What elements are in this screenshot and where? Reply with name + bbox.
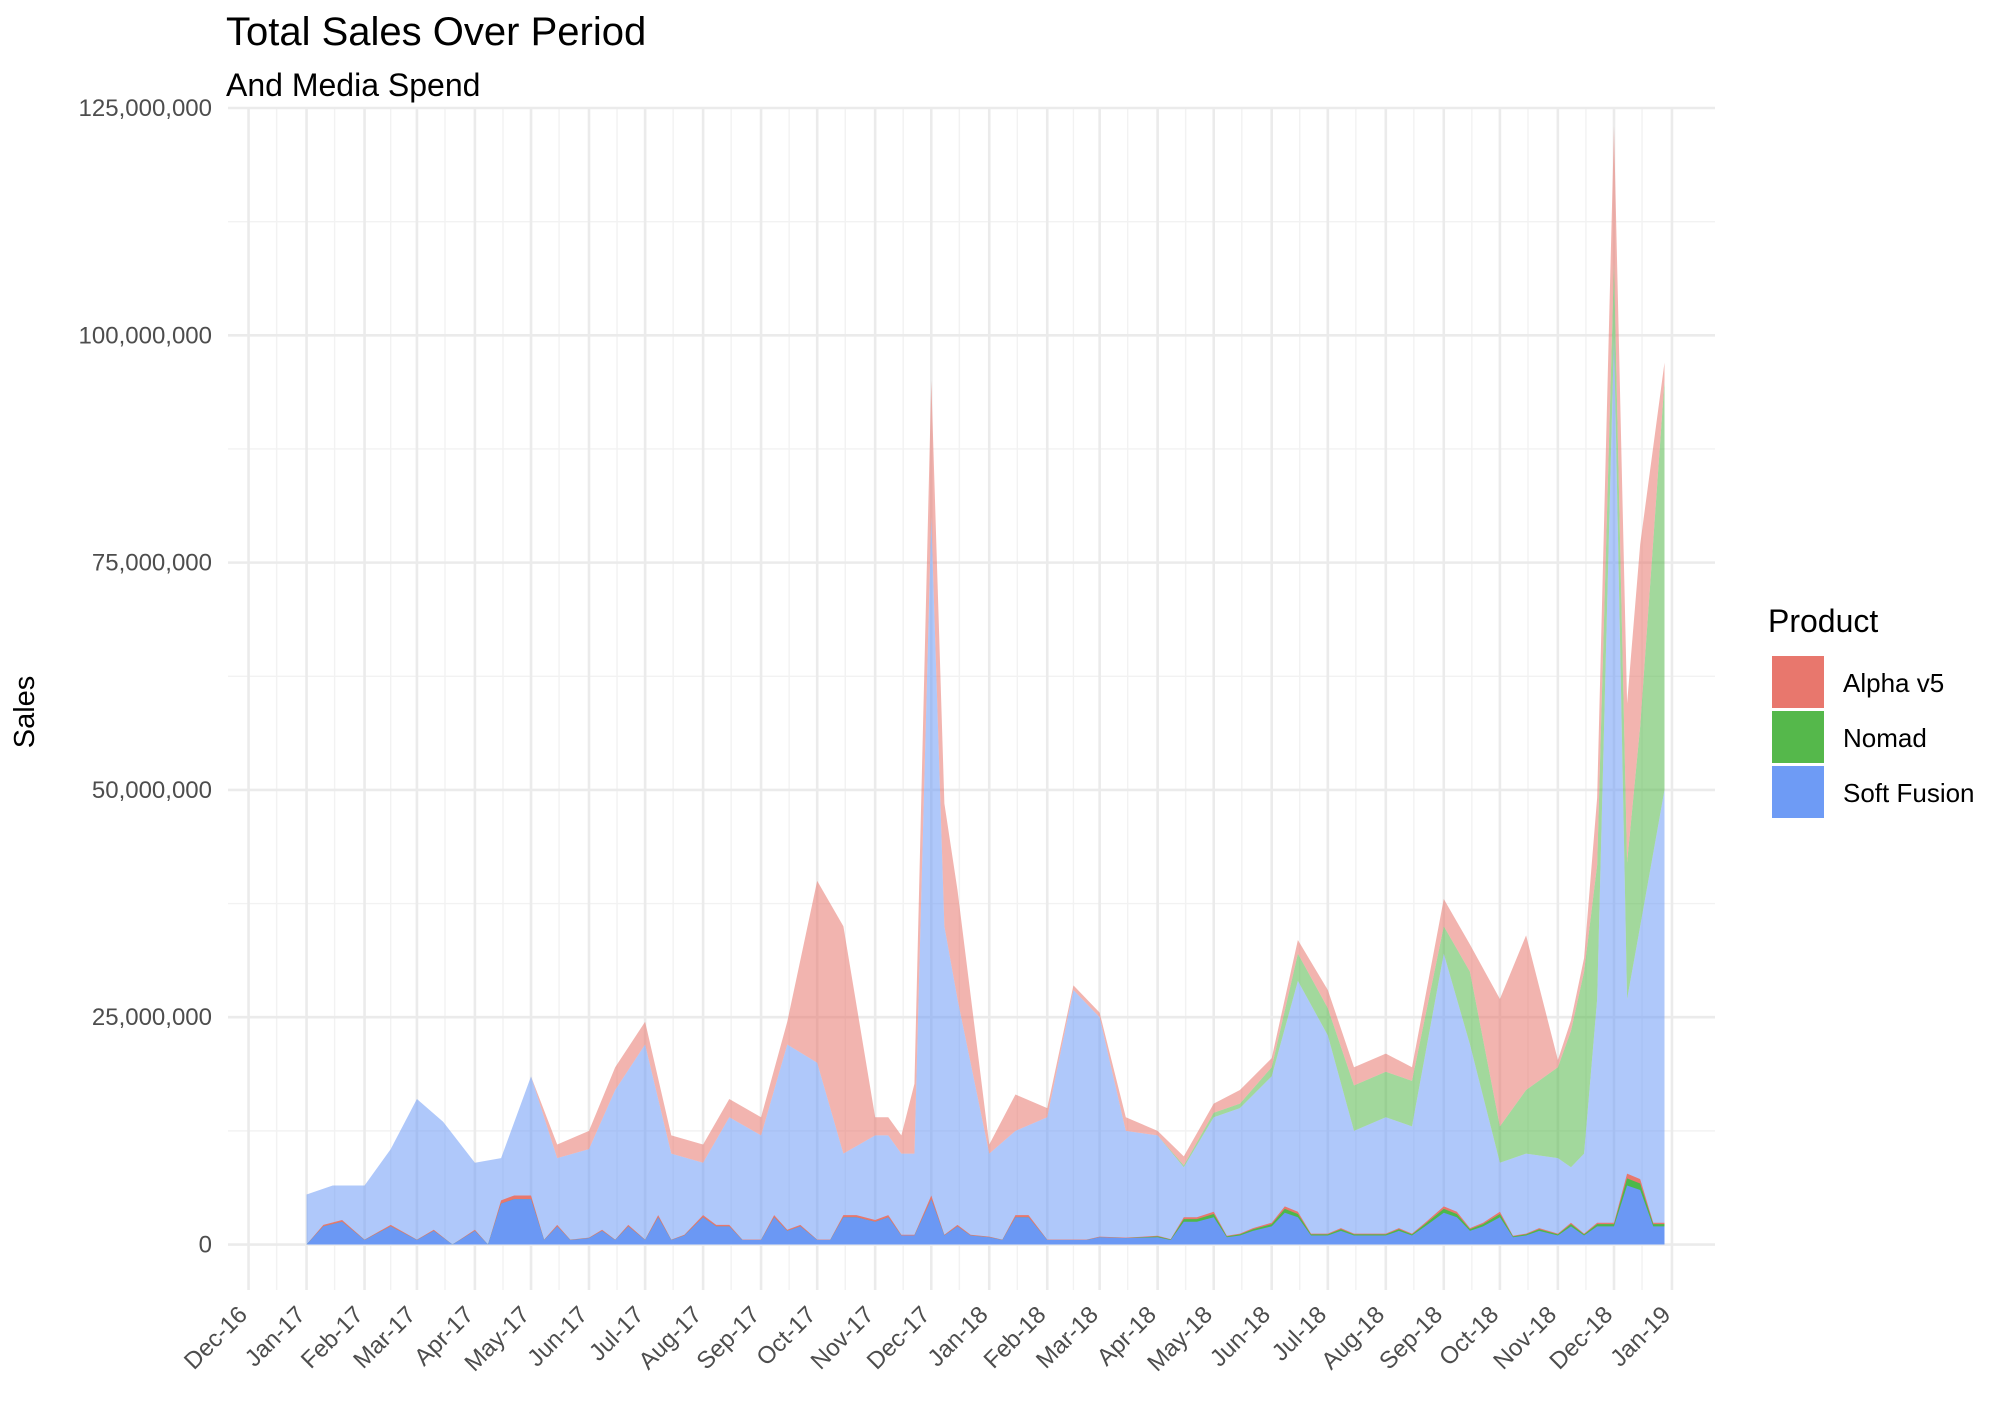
x-tick-label: Nov-17	[806, 1301, 880, 1375]
x-tick-label: Sep-18	[1374, 1301, 1448, 1375]
legend-title: Product	[1768, 603, 1878, 639]
x-axis-ticks: Dec-16Jan-17Feb-17Mar-17Apr-17May-17Jun-…	[179, 1301, 1676, 1377]
area-nomad	[306, 262, 1665, 1195]
x-tick-label: Aug-18	[1316, 1301, 1390, 1375]
y-tick-label: 75,000,000	[92, 550, 212, 577]
chart-title: Total Sales Over Period	[226, 10, 646, 54]
x-tick-label: Sep-17	[692, 1301, 766, 1375]
area-alpha-v5	[306, 126, 1665, 1195]
legend-label-alpha-v5: Alpha v5	[1843, 668, 1944, 698]
x-tick-label: Dec-18	[1544, 1301, 1618, 1375]
y-axis-label: Sales	[9, 676, 41, 749]
y-tick-label: 125,000,000	[79, 95, 212, 122]
x-tick-label: Dec-17	[862, 1301, 936, 1375]
spend-soft-fusion	[306, 1185, 1665, 1245]
legend-label-soft-fusion: Soft Fusion	[1843, 778, 1975, 808]
x-tick-label: Jan-17	[240, 1301, 311, 1372]
legend-key-soft-fusion	[1772, 766, 1824, 818]
area-soft-fusion	[306, 335, 1665, 1245]
legend: Product Alpha v5 Nomad Soft Fusion	[1768, 603, 1975, 818]
y-tick-label: 0	[199, 1232, 212, 1259]
chart-subtitle: And Media Spend	[226, 67, 480, 103]
legend-key-alpha-v5	[1772, 656, 1824, 708]
x-tick-label: Jun-17	[522, 1301, 593, 1372]
x-tick-label: Jun-18	[1205, 1301, 1276, 1372]
y-tick-label: 25,000,000	[92, 1004, 212, 1031]
x-tick-label: Jan-18	[923, 1301, 994, 1372]
y-tick-label: 100,000,000	[79, 322, 212, 349]
legend-key-nomad	[1772, 711, 1824, 763]
legend-label-nomad: Nomad	[1843, 723, 1927, 753]
series-areas	[306, 126, 1665, 1245]
y-tick-label: 50,000,000	[92, 777, 212, 804]
x-tick-label: Jan-19	[1605, 1301, 1676, 1372]
x-tick-label: Dec-16	[179, 1301, 253, 1375]
x-tick-label: Aug-17	[634, 1301, 708, 1375]
y-axis-ticks: 0 25,000,000 50,000,000 75,000,000 100,000,0…	[79, 95, 212, 1259]
media-spend-areas	[306, 1173, 1665, 1245]
